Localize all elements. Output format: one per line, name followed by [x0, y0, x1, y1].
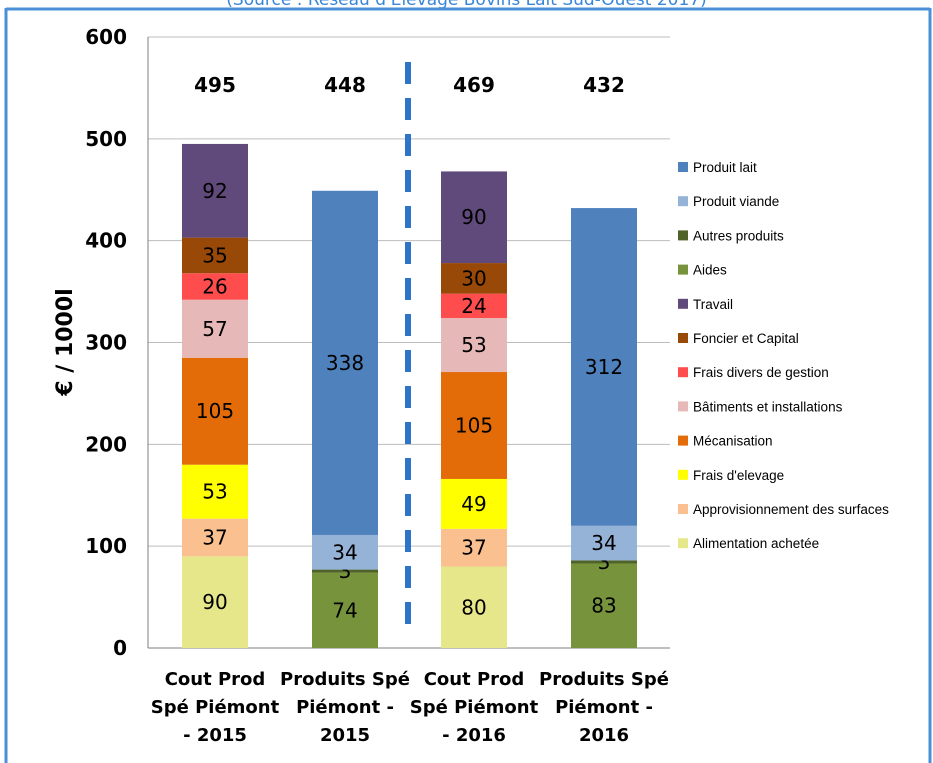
bar-segment — [312, 572, 378, 648]
y-tick-label: 500 — [85, 127, 127, 151]
x-tick-label: Produits Spé — [280, 669, 410, 690]
x-tick-label: Piémont - — [296, 697, 394, 718]
x-tick-label: 2016 — [579, 725, 629, 746]
y-tick-label: 300 — [85, 331, 127, 355]
legend-swatch — [678, 162, 688, 172]
x-tick-label: - 2016 — [442, 725, 506, 746]
data-label: 338 — [326, 351, 364, 375]
x-tick-label: - 2015 — [183, 725, 247, 746]
x-tick-label: Cout Prod — [424, 669, 525, 690]
x-tick-label: Piémont - — [555, 697, 653, 718]
legend-label: Travail — [693, 297, 733, 312]
bar-segment — [441, 293, 507, 319]
bar-segment — [182, 273, 248, 300]
x-tick-label: 2015 — [320, 725, 370, 746]
total-label: 448 — [324, 73, 366, 97]
legend-swatch — [678, 264, 688, 275]
x-tick-label: Spé Piémont — [151, 697, 280, 718]
legend-label: Foncier et Capital — [693, 331, 799, 346]
legend-swatch — [678, 538, 688, 549]
bar-segment — [571, 563, 637, 648]
x-tick-label: Produits Spé — [539, 669, 669, 690]
legend-swatch — [678, 298, 688, 309]
bar-segment — [182, 556, 248, 648]
y-tick-label: 600 — [85, 25, 127, 49]
bar-segment — [182, 299, 248, 358]
data-label: 34 — [591, 531, 616, 555]
bar-segment — [441, 372, 507, 479]
data-label: 90 — [461, 205, 486, 229]
bar-segment — [312, 534, 378, 570]
data-label: 92 — [202, 179, 227, 203]
bar-segment — [441, 528, 507, 567]
legend-swatch — [678, 435, 688, 446]
bar-segment — [571, 560, 637, 564]
legend-label: Aides — [693, 263, 727, 278]
legend-swatch — [678, 469, 688, 480]
data-label: 53 — [202, 480, 227, 504]
legend-label: Frais divers de gestion — [693, 365, 829, 380]
source-note: (Source : Réseau d'Elevage Bovins Lait S… — [226, 0, 707, 10]
bar-segment — [312, 569, 378, 573]
legend-label: Autres produits — [693, 228, 784, 243]
legend-label: Frais d'elevage — [693, 468, 784, 483]
data-label: 90 — [202, 590, 227, 614]
bar-segment — [571, 208, 637, 526]
data-label: 26 — [202, 274, 227, 298]
bar-segment — [441, 263, 507, 294]
legend-label: Alimentation achetée — [693, 536, 819, 551]
x-tick-label: Cout Prod — [165, 669, 266, 690]
data-label: 105 — [196, 399, 234, 423]
data-label: 83 — [591, 594, 616, 618]
data-label: 312 — [585, 355, 623, 379]
legend-swatch — [678, 367, 688, 378]
data-label: 34 — [332, 540, 357, 564]
legend-swatch — [678, 333, 688, 343]
bar-segment — [441, 318, 507, 373]
y-tick-label: 100 — [85, 534, 127, 558]
legend-swatch — [678, 230, 688, 241]
bar-segment — [182, 464, 248, 519]
legend-label: Bâtiments et installations — [693, 399, 843, 414]
legend-label: Approvisionnement des surfaces — [693, 502, 889, 517]
bar-segment — [182, 357, 248, 465]
data-label: 35 — [202, 243, 227, 267]
total-label: 432 — [583, 73, 625, 97]
legend-swatch — [678, 504, 688, 514]
x-tick-label: Spé Piémont — [410, 697, 539, 718]
data-label: 49 — [461, 492, 486, 516]
total-label: 469 — [453, 73, 495, 97]
data-label: 30 — [461, 266, 486, 290]
data-label: 37 — [202, 526, 227, 550]
data-label: 53 — [461, 333, 486, 357]
bar-segment — [571, 525, 637, 561]
bar-segment — [182, 518, 248, 557]
data-label: 80 — [461, 595, 486, 619]
y-tick-label: 200 — [85, 432, 127, 456]
data-label: 37 — [461, 536, 486, 560]
data-label: 57 — [202, 317, 227, 341]
bar-segment — [182, 143, 248, 238]
y-axis-label: € / 1000l — [53, 288, 78, 396]
bar-segment — [441, 171, 507, 264]
legend-swatch — [678, 196, 688, 207]
bar-segment — [312, 190, 378, 535]
data-label: 105 — [455, 413, 493, 437]
bar-segment — [441, 478, 507, 529]
y-tick-label: 400 — [85, 229, 127, 253]
legend-label: Produit viande — [693, 194, 779, 209]
bar-segment — [182, 237, 248, 274]
data-label: 24 — [461, 294, 486, 318]
y-tick-label: 0 — [113, 636, 127, 660]
legend-label: Mécanisation — [693, 434, 773, 449]
total-label: 495 — [194, 73, 236, 97]
legend-label: Produit lait — [693, 160, 757, 175]
bar-segment — [441, 566, 507, 648]
legend-swatch — [678, 401, 688, 412]
data-label: 74 — [332, 598, 357, 622]
